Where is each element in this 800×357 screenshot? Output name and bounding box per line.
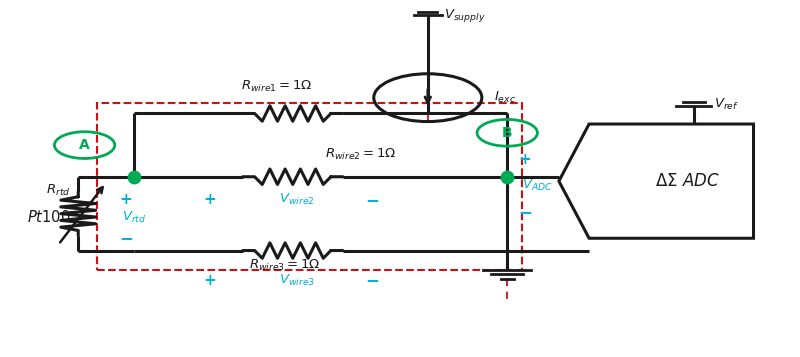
Text: B: B	[502, 126, 513, 140]
Text: $R_{wire3}=1\Omega$: $R_{wire3}=1\Omega$	[249, 257, 321, 273]
Text: −: −	[518, 203, 532, 221]
Text: −: −	[366, 271, 379, 290]
Text: $V_{wire3}$: $V_{wire3}$	[278, 273, 314, 288]
Text: +: +	[203, 273, 216, 288]
Text: $V_{supply}$: $V_{supply}$	[444, 6, 486, 24]
Text: A: A	[79, 138, 90, 152]
Text: $R_{wire2}=1\Omega$: $R_{wire2}=1\Omega$	[325, 147, 396, 162]
Text: +: +	[119, 192, 132, 207]
Text: $R_{wire1}=1\Omega$: $R_{wire1}=1\Omega$	[241, 79, 313, 94]
Bar	[97, 103, 522, 270]
Text: $I_{exc}$: $I_{exc}$	[494, 90, 516, 105]
Text: +: +	[203, 192, 216, 207]
Text: +: +	[518, 152, 531, 167]
Text: $V_{rtd}$: $V_{rtd}$	[122, 210, 146, 225]
Text: $R_{rtd}$: $R_{rtd}$	[46, 183, 70, 198]
Text: $V_{ref}$: $V_{ref}$	[714, 97, 739, 112]
Text: $V_{wire2}$: $V_{wire2}$	[279, 192, 314, 207]
Text: $\Delta\Sigma\ ADC$: $\Delta\Sigma\ ADC$	[654, 172, 720, 190]
Text: −: −	[366, 191, 379, 208]
Text: $Pt100$: $Pt100$	[26, 209, 70, 225]
Text: −: −	[119, 229, 133, 247]
Text: $V_{ADC}$: $V_{ADC}$	[522, 178, 553, 193]
